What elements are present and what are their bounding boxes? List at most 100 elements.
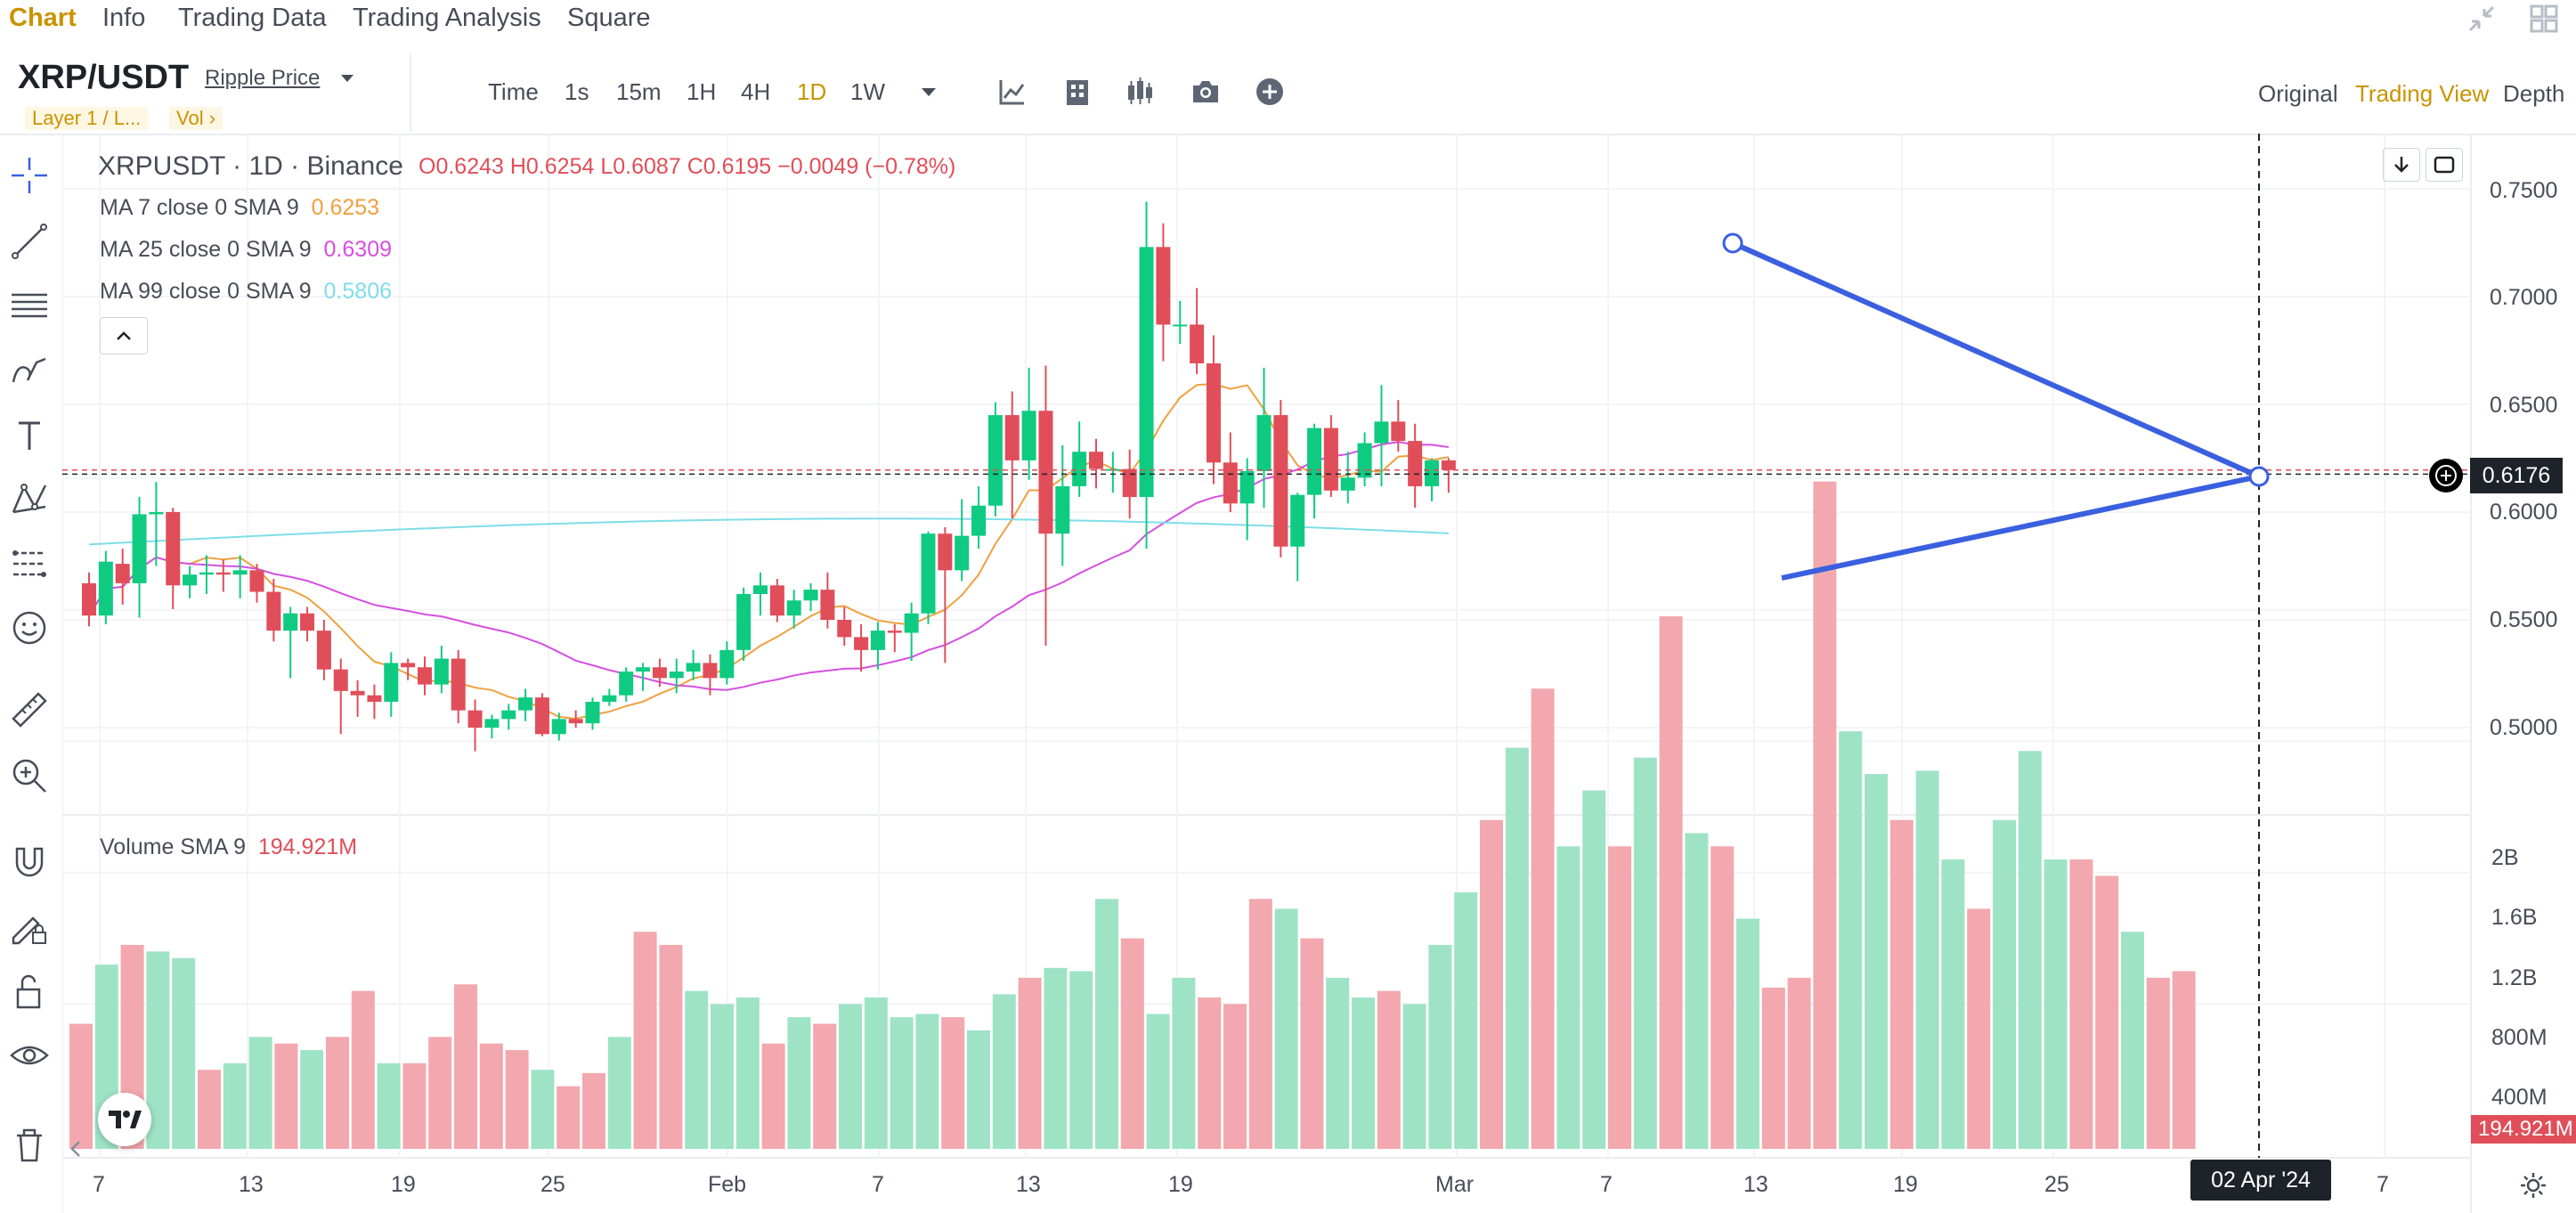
sector-tag[interactable]: Layer 1 / L... [25,107,149,130]
indicators-icon[interactable] [997,77,1028,107]
volume-bar [531,1070,555,1149]
visibility-icon[interactable] [7,1033,52,1078]
volume-bar [1711,846,1735,1149]
tf-15m[interactable]: 15m [616,78,662,105]
candle [367,684,382,720]
candle [1374,385,1389,486]
candles [82,201,1456,752]
time-label: 7 [2377,1172,2389,1197]
delete-icon[interactable] [7,1122,52,1167]
templates-icon[interactable] [1062,77,1093,107]
candle-body [82,582,96,616]
volume-bar [1736,918,1759,1149]
menu-info[interactable]: Info [102,4,146,32]
menu-trading-data[interactable]: Trading Data [178,4,327,32]
candle [199,555,214,594]
candle-body [636,667,651,672]
volume-label-400m: 400M [2491,1085,2548,1110]
candle [484,714,500,739]
download-button[interactable] [2383,148,2420,182]
candle [451,649,466,724]
dropdown-caret-icon[interactable] [340,73,354,84]
volume-bar [2044,859,2068,1149]
collapse-legend-button[interactable] [100,317,148,354]
fib-icon[interactable] [7,541,52,586]
candle-body [870,631,885,650]
candle [820,572,835,629]
ma99-legend[interactable]: MA 99 close 0 SMA 9 0.5806 [100,279,392,305]
volume-bar [1198,997,1222,1149]
tf-1s[interactable]: 1s [565,78,589,105]
candle-body [955,535,970,571]
more-timeframes-icon[interactable] [921,87,937,98]
candle [786,590,801,629]
tf-time[interactable]: Time [488,78,539,105]
volume-bar [1839,731,1863,1149]
ruler-icon[interactable] [7,688,52,732]
layout-grid-icon[interactable] [2529,4,2559,34]
emoji-icon[interactable] [7,606,52,650]
magnet-icon[interactable] [7,839,52,883]
brush-icon[interactable] [7,349,52,394]
settings-gear-icon[interactable] [2518,1170,2548,1201]
volume-bar [659,944,683,1149]
view-original[interactable]: Original [2258,80,2338,107]
horizontal-lines-icon[interactable] [7,283,52,328]
volume-bar [1659,615,1683,1149]
tf-1w[interactable]: 1W [850,78,885,105]
candle [1391,400,1406,452]
candle-body [501,710,516,720]
candle [1206,335,1221,484]
trendline-icon[interactable] [7,219,52,264]
volume-bar [1761,987,1785,1149]
tradingview-logo[interactable] [98,1093,151,1146]
candle-body [215,572,231,575]
candle-body [1021,411,1036,460]
camera-icon[interactable] [1190,77,1221,107]
trendline-lower [1781,474,2260,581]
ma7-legend[interactable]: MA 7 close 0 SMA 9 0.6253 [100,195,379,221]
header-divider [410,53,411,132]
candle [534,693,549,737]
menu-square[interactable]: Square [567,4,651,32]
view-trading-view[interactable]: Trading View [2355,80,2490,107]
symbol-legend: XRPUSDT · 1D · Binance [98,151,403,182]
menu-trading-analysis[interactable]: Trading Analysis [353,4,541,32]
tf-4h[interactable]: 4H [741,78,771,105]
volume-bar [2069,859,2093,1149]
volume-bar [1582,790,1606,1149]
crosshair-icon[interactable] [7,153,52,198]
pattern-icon[interactable] [7,477,52,522]
ripple-price-link[interactable]: Ripple Price [205,66,321,90]
scroll-left-icon[interactable] [69,1140,82,1158]
lock-drawing-icon[interactable] [7,905,52,949]
candle-body [1408,441,1423,486]
chevron-up-icon [117,331,131,340]
candle-body [401,663,416,668]
vol-tag[interactable]: Vol › [169,107,223,130]
volume-bar [377,1062,401,1149]
volume-bar [2121,932,2144,1149]
view-depth[interactable]: Depth [2503,80,2565,107]
time-label: Mar [1435,1172,1475,1197]
text-icon[interactable] [7,413,52,458]
candle [98,550,113,624]
chart-style-icon[interactable] [1125,77,1155,107]
fullscreen-button[interactable] [2426,148,2463,182]
tf-1d[interactable]: 1D [797,78,827,105]
unlock-icon[interactable] [7,969,52,1014]
menu-chart[interactable]: Chart [9,4,77,32]
add-alert-button[interactable] [2429,459,2463,493]
zoom-in-icon[interactable] [7,753,52,798]
add-icon[interactable] [1255,77,1285,107]
volume-label-12b: 1.2B [2491,965,2538,990]
collapse-icon[interactable] [2466,4,2497,34]
tf-1h[interactable]: 1H [687,78,717,105]
candle-body [619,672,634,696]
candle-body [938,533,953,571]
ma25-legend[interactable]: MA 25 close 0 SMA 9 0.6309 [100,237,392,263]
candle-body [1307,427,1322,495]
candle [149,482,164,566]
candle [636,663,651,691]
